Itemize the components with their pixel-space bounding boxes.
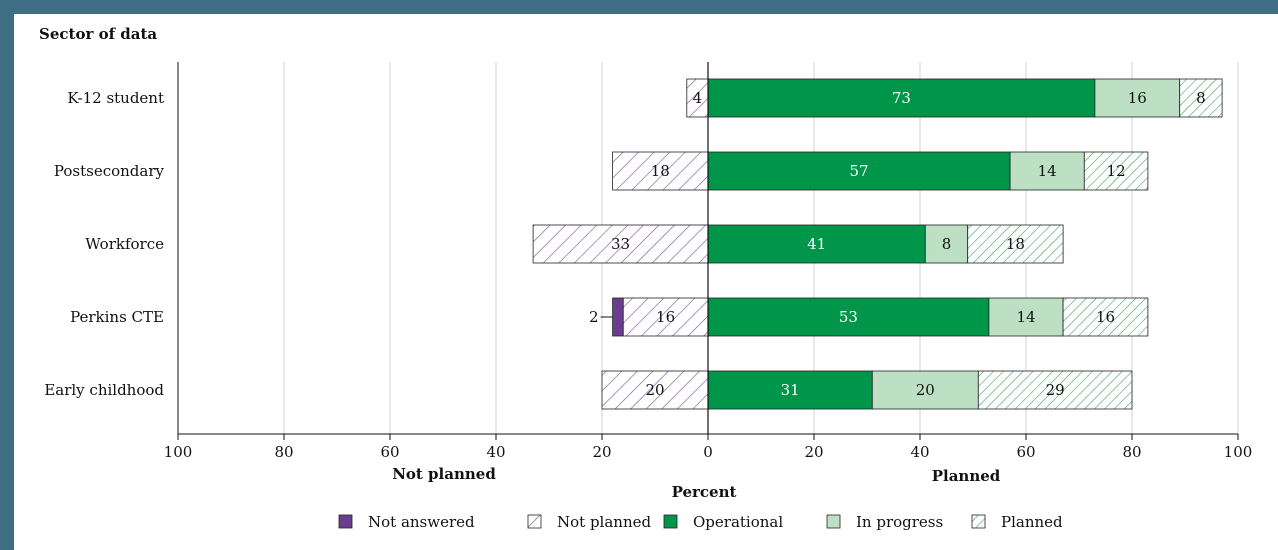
data-label-early-childhood-planned: 29 [1046,381,1065,399]
data-label-workforce-not-planned: 33 [611,235,630,253]
x-tick-label-8: 60 [1016,443,1035,461]
diverging-bar-chart: Sector of data 4 73 16 8 18 57 14 12 33 41 8 18 16 2 5… [39,25,1253,531]
x-tick-label-9: 80 [1122,443,1141,461]
data-label-perkins-cte-not-answered: 2 [589,308,599,326]
data-label-perkins-cte-not-planned: 16 [656,308,675,326]
x-tick-label-5: 0 [703,443,713,461]
x-tick-label-1: 80 [274,443,293,461]
bar-postsecondary-not-planned [612,151,709,191]
x-tick-label-10: 100 [1224,443,1253,461]
legend-swatch-not-answered [338,514,353,529]
data-label-k-12-student-operational: 73 [892,89,911,107]
legend-swatch-operational [663,514,678,529]
axes [177,62,1239,440]
legend-label-planned: Planned [1001,513,1063,531]
legend-label-operational: Operational [693,513,783,531]
category-label-k-12-student: K-12 student [67,89,164,107]
data-label-workforce-operational: 41 [807,235,826,253]
legend-label-not-planned: Not planned [557,513,651,531]
data-label-early-childhood-in-progress: 20 [916,381,935,399]
bar-perkins-cte-planned [1062,297,1149,337]
bars: 4 73 16 8 18 57 14 12 33 41 8 18 16 2 53 14 16 20 31 20 29 [532,78,1223,410]
legend-label-not-answered: Not answered [368,513,475,531]
y-axis-title: Sector of data [39,25,157,43]
category-label-early-childhood: Early childhood [44,381,164,399]
bar-workforce-in-progress [924,224,969,264]
bar-k-12-student-in-progress [1094,78,1181,118]
bar-perkins-cte-in-progress [988,297,1064,337]
bar-workforce-operational [707,224,926,264]
data-label-postsecondary-in-progress: 14 [1038,162,1057,180]
x-tick-label-3: 40 [486,443,505,461]
category-label-postsecondary: Postsecondary [54,162,165,180]
bar-early-childhood-planned [977,370,1133,410]
bar-early-childhood-in-progress [871,370,979,410]
data-label-postsecondary-planned: 12 [1107,162,1126,180]
bar-postsecondary-planned [1083,151,1149,191]
bar-workforce-planned [967,224,1064,264]
category-label-perkins-cte: Perkins CTE [70,308,164,326]
x-tick-label-6: 20 [804,443,823,461]
data-label-postsecondary-operational: 57 [850,162,869,180]
data-label-early-childhood-not-planned: 20 [645,381,664,399]
chart-panel: Sector of data 4 73 16 8 18 57 14 12 33 41 8 18 16 2 5… [14,14,1278,550]
legend-swatch-not-planned [527,514,542,529]
data-label-workforce-planned: 18 [1006,235,1025,253]
data-label-early-childhood-operational: 31 [781,381,800,399]
bar-early-childhood-operational [707,370,873,410]
x-tick-label-0: 100 [164,443,193,461]
bar-k-12-student-operational [707,78,1096,118]
bar-early-childhood-not-planned [601,370,709,410]
bar-postsecondary-in-progress [1009,151,1085,191]
data-label-k-12-student-not-planned: 4 [693,89,703,107]
legend-swatch-in-progress [826,514,841,529]
x-tick-label-7: 40 [910,443,929,461]
category-labels: K-12 student Postsecondary Workforce Perkin… [44,89,164,399]
x-tick-label-2: 60 [380,443,399,461]
data-label-postsecondary-not-planned: 18 [651,162,670,180]
data-label-perkins-cte-in-progress: 14 [1016,308,1035,326]
not-planned-side-label: Not planned [392,465,496,483]
planned-side-label: Planned [932,467,1001,485]
bar-perkins-cte-not-answered [612,297,624,337]
data-label-k-12-student-planned: 8 [1196,89,1206,107]
data-label-perkins-cte-planned: 16 [1096,308,1115,326]
data-label-workforce-in-progress: 8 [942,235,952,253]
x-tick-labels: 100 80 60 40 20 0 20 40 60 80 100 [164,443,1253,461]
x-axis-title: Percent [672,483,737,501]
bar-perkins-cte-operational [707,297,990,337]
legend: Not answered Not planned Operational In pro… [338,513,1063,531]
x-tick-label-4: 20 [592,443,611,461]
legend-label-in-progress: In progress [856,513,943,531]
data-label-k-12-student-in-progress: 16 [1128,89,1147,107]
legend-swatch-planned [971,514,986,529]
category-label-workforce: Workforce [85,235,164,253]
bar-k-12-student-planned [1179,78,1223,118]
data-label-perkins-cte-operational: 53 [839,308,858,326]
